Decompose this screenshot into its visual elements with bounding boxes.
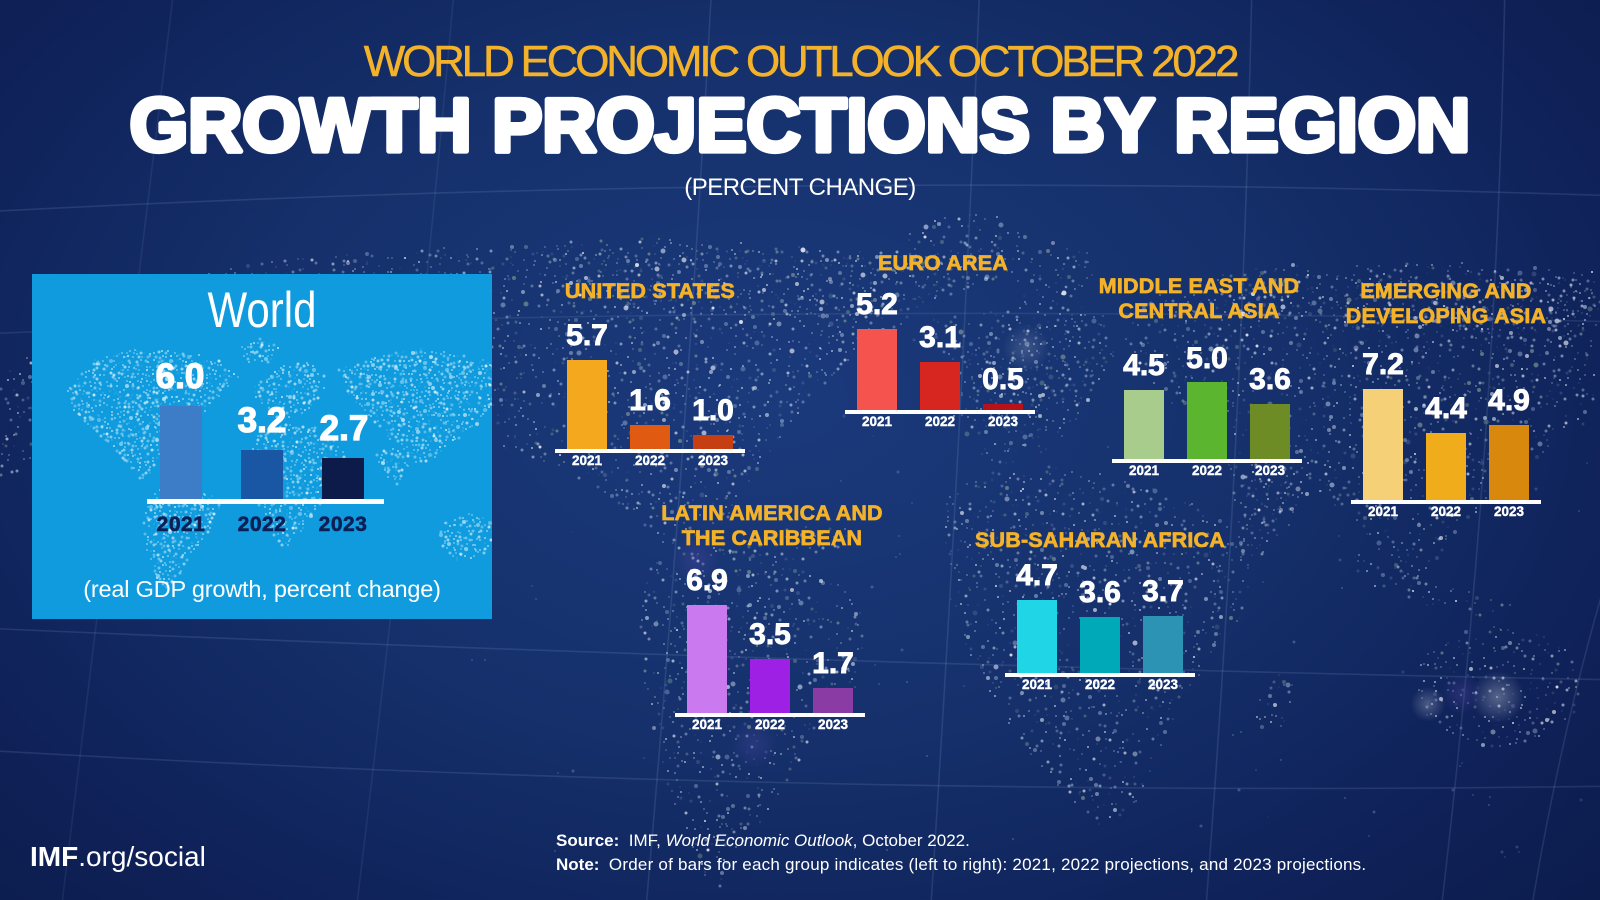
svg-text:GROWTH PROJECTIONS BY REGION: GROWTH PROJECTIONS BY REGION	[130, 83, 1470, 167]
